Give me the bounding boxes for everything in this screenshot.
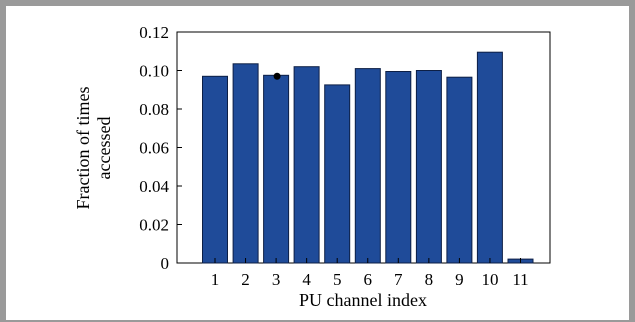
x-tick-label: 3 — [272, 270, 281, 289]
y-tick-label: 0.10 — [139, 62, 169, 81]
y-axis-title-line-1: Fraction of times — [73, 87, 93, 210]
x-tick-label: 9 — [455, 270, 464, 289]
bar-channel-8 — [415, 70, 442, 264]
x-tick-label: 11 — [512, 270, 528, 289]
bar-channel-7 — [385, 71, 412, 264]
x-tick-label: 10 — [481, 270, 498, 289]
bar-channel-4 — [293, 66, 320, 264]
bar-channel-10 — [476, 51, 503, 264]
y-axis-title-line-2: accessed — [94, 117, 114, 180]
bar-channel-3 — [263, 74, 290, 264]
bars-group — [202, 51, 534, 264]
x-tick-label: 7 — [394, 270, 403, 289]
bar-channel-1 — [202, 75, 228, 264]
data-marker-dot — [273, 72, 281, 80]
y-axis-title: Fraction of times accessed — [73, 87, 114, 210]
bar-channel-5 — [324, 84, 351, 264]
x-tick-label: 2 — [241, 270, 250, 289]
y-tick-label: 0 — [161, 254, 170, 273]
x-ticks-group: 1 2 3 4 5 6 7 8 9 10 11 — [211, 258, 529, 289]
bar-channel-2 — [232, 63, 259, 264]
bar-channel-9 — [446, 76, 473, 264]
x-tick-label: 6 — [364, 270, 373, 289]
x-tick-label: 4 — [302, 270, 311, 289]
y-tick-label: 0.04 — [139, 177, 169, 196]
y-tick-label: 0.02 — [139, 216, 169, 235]
x-axis-title: PU channel index — [299, 290, 427, 310]
x-tick-label: 8 — [425, 270, 434, 289]
y-tick-label: 0.12 — [139, 23, 169, 42]
y-tick-label: 0.08 — [139, 100, 169, 119]
marker-group — [273, 72, 281, 80]
y-ticks-group: 0 0.02 0.04 0.06 0.08 0.10 0.12 — [139, 23, 182, 273]
x-tick-label: 1 — [211, 270, 220, 289]
bar-channel-6 — [354, 68, 381, 264]
y-tick-label: 0.06 — [139, 139, 169, 158]
x-tick-label: 5 — [333, 270, 342, 289]
